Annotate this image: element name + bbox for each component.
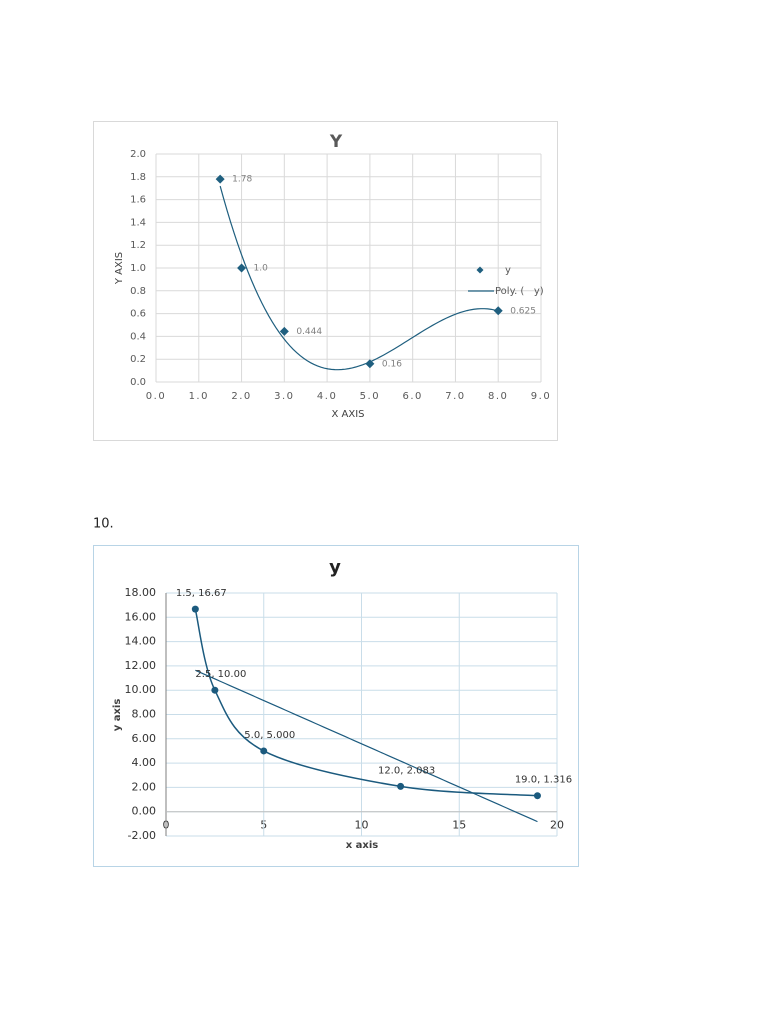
x-tick-label: 5.0 — [360, 391, 380, 402]
y-tick-label: 0.8 — [130, 286, 146, 297]
y-tick-label: 1.6 — [130, 195, 146, 206]
y-tick-label: 0.6 — [130, 309, 146, 320]
data-label: 19.0, 1.316 — [515, 775, 572, 786]
chart-title: Y — [329, 132, 343, 152]
y-tick-label: 0.4 — [130, 331, 146, 342]
x-tick-label: 9.0 — [531, 391, 551, 402]
x-tick-label: 1.0 — [189, 391, 209, 402]
data-label: 12.0, 2.083 — [378, 765, 435, 776]
legend-label: Poly. ( y) — [495, 286, 544, 297]
y-tick-label: 0.00 — [132, 805, 157, 818]
y-axis-label: Y AXIS — [114, 252, 125, 285]
data-point — [279, 326, 289, 336]
data-point — [397, 782, 405, 790]
chart-title: y — [329, 557, 341, 578]
x-tick-label: 8.0 — [488, 391, 508, 402]
y-tick-label: 1.8 — [130, 172, 146, 183]
chart-frame — [93, 121, 558, 441]
y-tick-label: 4.00 — [132, 756, 157, 769]
data-point — [211, 686, 219, 694]
y-tick-label: 6.00 — [132, 732, 157, 745]
data-label: 0.444 — [296, 327, 322, 337]
section-label: 10. — [93, 517, 114, 532]
x-axis-label: x axis — [346, 840, 379, 851]
data-label: 0.16 — [382, 359, 402, 369]
data-point — [215, 174, 225, 184]
y-tick-label: 1.4 — [130, 217, 146, 228]
y-tick-label: 2.0 — [130, 149, 146, 160]
data-label: 1.0 — [254, 264, 269, 274]
x-tick-label: 0.0 — [146, 391, 166, 402]
data-point — [237, 263, 247, 273]
data-point — [493, 306, 503, 316]
y-tick-label: 1.2 — [130, 240, 146, 251]
y-tick-label: 2.00 — [132, 780, 157, 793]
x-tick-label: 3.0 — [274, 391, 294, 402]
y-tick-label: -2.00 — [128, 829, 156, 842]
data-label: 1.78 — [232, 175, 252, 185]
legend-label: y — [505, 265, 511, 276]
legend-marker — [476, 266, 484, 274]
x-axis-label: X AXIS — [331, 409, 364, 420]
y-tick-label: 18.00 — [125, 586, 157, 599]
y-tick-label: 14.00 — [125, 635, 157, 648]
x-tick-label: 7.0 — [445, 391, 465, 402]
x-tick-label: 6.0 — [402, 391, 422, 402]
data-label: 2.5, 10.00 — [195, 669, 246, 680]
y-tick-label: 10.00 — [125, 683, 157, 696]
data-point — [365, 359, 375, 369]
trendline — [195, 669, 538, 823]
y-tick-label: 16.00 — [125, 610, 157, 623]
data-point — [191, 605, 199, 613]
data-label: 1.5, 16.67 — [176, 588, 227, 599]
y-tick-label: 8.00 — [132, 708, 157, 721]
x-tick-label: 2.0 — [231, 391, 251, 402]
y-axis-label: y axis — [112, 699, 123, 732]
y-tick-label: 0.0 — [130, 377, 146, 388]
data-point — [260, 747, 268, 755]
data-label: 0.625 — [510, 306, 536, 316]
data-label: 5.0, 5.000 — [244, 730, 295, 741]
series-line — [194, 608, 538, 797]
x-tick-label: 4.0 — [317, 391, 337, 402]
trendline — [219, 185, 499, 371]
y-tick-label: 0.2 — [130, 354, 146, 365]
data-point — [533, 792, 541, 800]
y-tick-label: 12.00 — [125, 659, 157, 672]
chart-frame — [93, 545, 579, 867]
y-tick-label: 1.0 — [130, 263, 146, 274]
